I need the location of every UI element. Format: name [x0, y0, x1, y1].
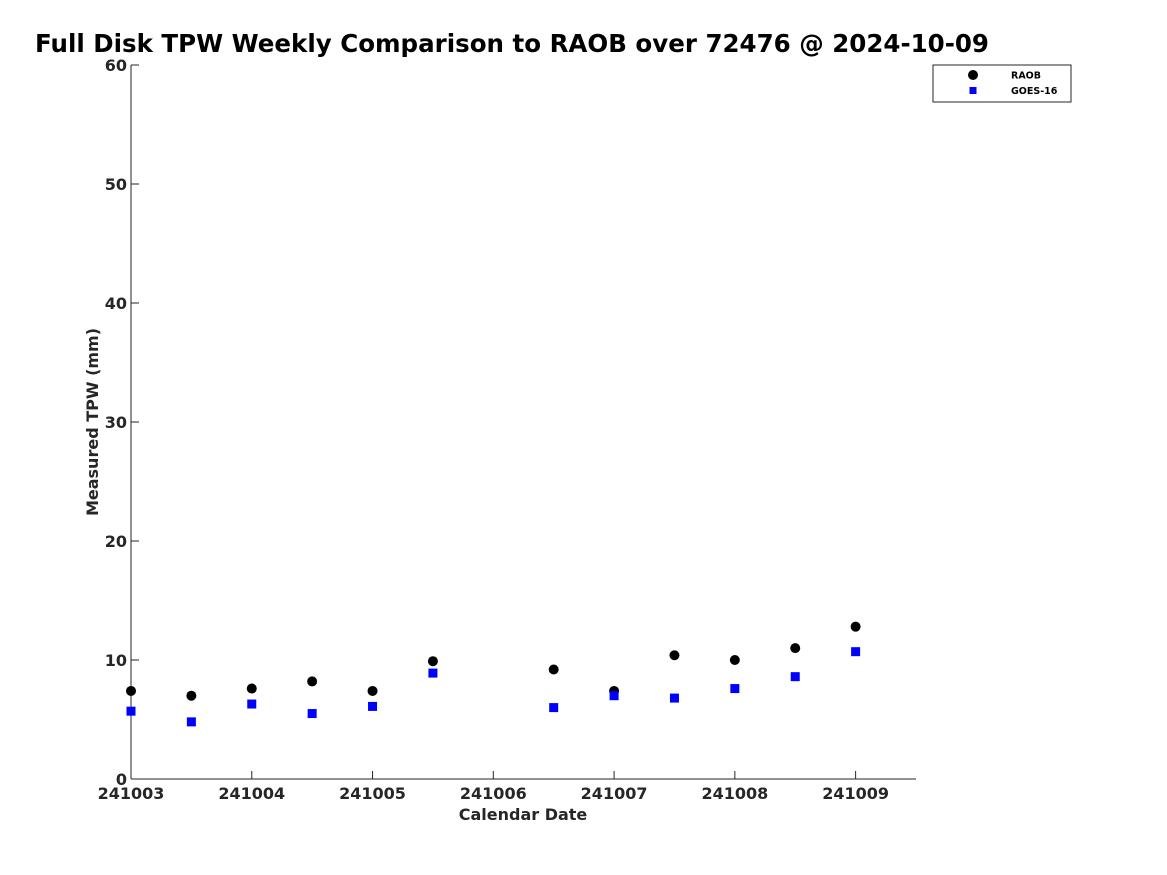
goes-16-point	[730, 684, 740, 694]
raob-point	[548, 664, 559, 675]
goes-16-point	[609, 691, 619, 701]
raob-point	[246, 683, 257, 694]
y-tick-label: 10	[105, 651, 127, 670]
goes-16-point	[247, 699, 257, 709]
legend-marker-raob	[968, 70, 978, 80]
y-tick-label: 50	[105, 175, 127, 194]
y-tick-label: 20	[105, 532, 127, 551]
raob-point	[367, 685, 378, 696]
legend-label-raob: RAOB	[1011, 71, 1041, 82]
goes-16-point	[851, 647, 861, 657]
x-tick-label: 241004	[218, 784, 285, 803]
raob-point	[307, 676, 318, 687]
x-tick-label: 241008	[701, 784, 768, 803]
goes-16-point	[126, 706, 136, 716]
goes-16-point	[669, 693, 679, 703]
x-ticks: 241003 241004 241005 241006 241007 241008 2410…	[98, 771, 889, 803]
goes-16-point	[368, 701, 378, 711]
y-tick-label: 0	[116, 770, 127, 789]
goes-16-point	[549, 703, 559, 713]
legend-label-goes-16: GOES-16	[1011, 86, 1058, 97]
y-tick-label: 30	[105, 413, 127, 432]
goes-16-point	[790, 672, 800, 682]
y-tick-label: 40	[105, 294, 127, 313]
legend-marker-goes-16	[969, 87, 977, 94]
raob-point	[126, 685, 136, 696]
x-tick-label: 241005	[339, 784, 406, 803]
y-axis-label: Measured TPW (mm)	[83, 328, 102, 516]
x-tick-label: 241003	[98, 784, 165, 803]
x-tick-label: 241007	[581, 784, 648, 803]
raob-point	[427, 656, 438, 667]
legend-box	[932, 64, 1072, 103]
raob-point	[790, 643, 801, 654]
x-tick-label: 241009	[822, 784, 889, 803]
raob-point	[729, 655, 740, 665]
goes-16-point	[186, 717, 196, 727]
goes-16-point	[428, 668, 438, 678]
raob-point	[186, 690, 197, 701]
y-tick-label: 60	[105, 56, 127, 75]
data-points	[126, 621, 861, 727]
x-tick-label: 241006	[460, 784, 527, 803]
legend: RAOB GOES-16	[932, 64, 1072, 103]
goes-16-point	[307, 709, 317, 719]
chart-title: Full Disk TPW Weekly Comparison to RAOB …	[35, 29, 989, 58]
y-ticks: 0 10 20 30 40 50 60	[105, 56, 139, 789]
x-axis-label: Calendar Date	[459, 805, 588, 824]
raob-point	[850, 621, 861, 632]
raob-point	[669, 650, 680, 661]
